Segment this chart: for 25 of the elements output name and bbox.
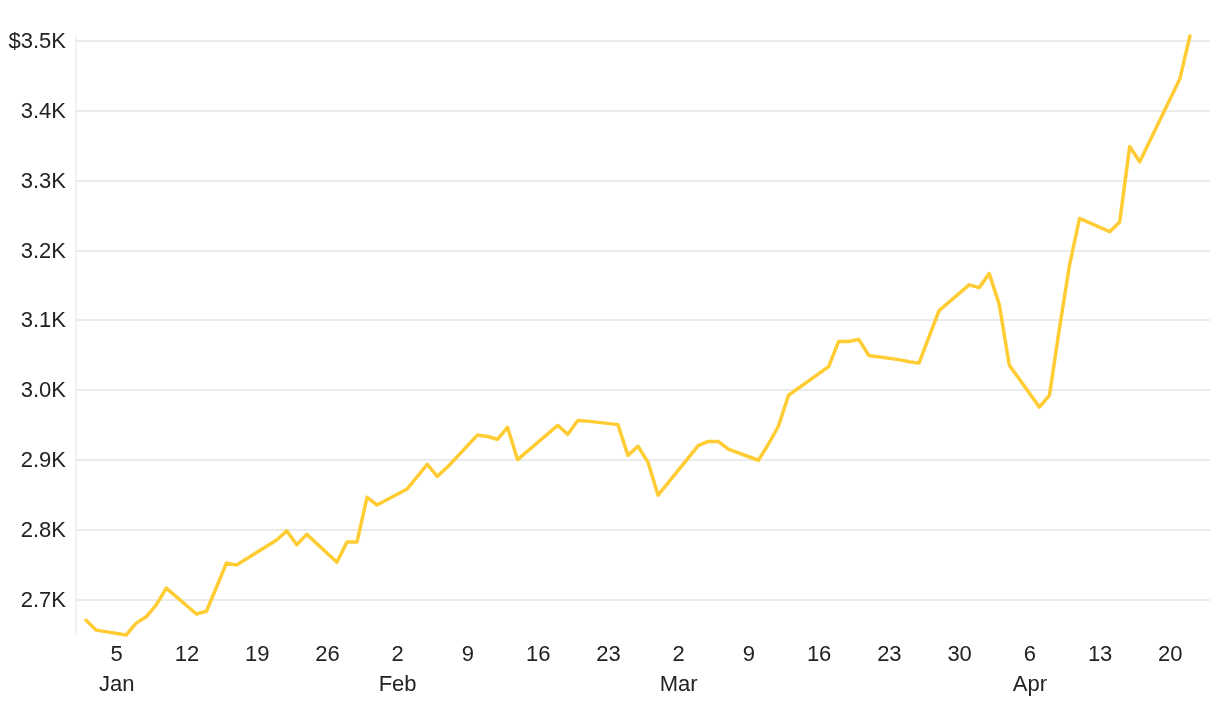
x-tick-label: 16: [806, 640, 832, 666]
x-tick-label: 20: [1158, 640, 1183, 666]
x-tick-label: 12: [174, 640, 200, 666]
x-tick-label: 23: [596, 640, 621, 666]
x-tick-label: 13: [1087, 640, 1113, 666]
y-tick-label: 3.2K: [20, 237, 67, 263]
y-tick-label: 3.1K: [20, 307, 67, 333]
x-tick-label: 5 Jan: [98, 640, 135, 696]
x-tick-label: 2 Mar: [659, 640, 698, 696]
x-tick-label: 9: [742, 640, 755, 666]
y-tick-label: 3.0K: [20, 377, 67, 403]
y-tick-label: $3.5K: [8, 27, 67, 53]
y-tick-label: 2.7K: [20, 587, 67, 613]
y-tick-label: 2.9K: [20, 447, 67, 473]
x-tick-label: 30: [947, 640, 972, 666]
x-tick-label: 9: [461, 640, 475, 666]
x-tick-label: 2 Feb: [378, 640, 417, 696]
x-tick-label: 26: [315, 640, 340, 666]
y-tick-label: 3.4K: [20, 97, 67, 123]
x-tick-label: 23: [877, 640, 902, 666]
y-tick-label: 2.8K: [20, 517, 67, 543]
x-tick-label: 16: [525, 640, 551, 666]
y-tick-label: 3.3K: [20, 167, 67, 193]
x-tick-label: 6 Apr: [1012, 640, 1047, 696]
x-tick-label: 19: [244, 640, 270, 666]
